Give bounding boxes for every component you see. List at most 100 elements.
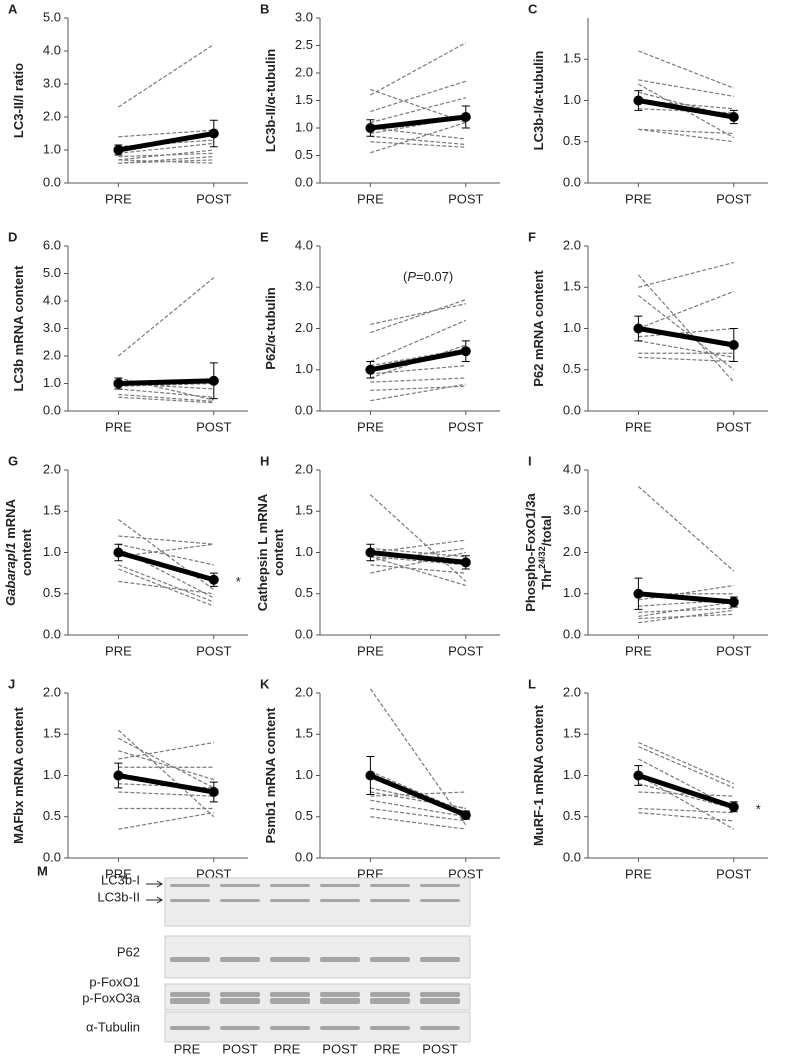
y-tick-label: 1.5 (563, 279, 581, 294)
subject-line (638, 791, 734, 797)
subject-line (118, 543, 214, 558)
x-tick-label: PRE (105, 419, 132, 434)
x-tick-label: PRE (625, 866, 652, 881)
y-tick-label: 2.0 (563, 684, 581, 699)
subject-line (370, 127, 466, 140)
y-axis-label: P62/α-tubulin (263, 287, 278, 369)
y-tick-label: 1.5 (43, 503, 61, 518)
mean-dot (460, 810, 471, 821)
lane-label: PRE (374, 1041, 401, 1056)
y-tick-label: 0.5 (295, 147, 313, 162)
mean-line (117, 773, 215, 795)
lane-label: PRE (274, 1041, 301, 1056)
y-tick-label: 0.0 (295, 174, 313, 189)
blot-band (170, 899, 210, 902)
panel-label: K (260, 676, 270, 691)
blot-band (370, 957, 410, 962)
text-segment: ( (403, 269, 408, 284)
subject-line (638, 486, 735, 572)
y-tick-label: 0.0 (563, 849, 581, 864)
y-tick-label: 1.5 (295, 92, 313, 107)
x-tick-label: PRE (357, 419, 384, 434)
blot-arrow (146, 896, 163, 904)
y-tick-label: 1.0 (563, 320, 581, 335)
mean-line (370, 114, 467, 131)
blot-band (420, 957, 460, 962)
blot-band (220, 998, 260, 1004)
mean-line (369, 773, 467, 818)
y-tick-label: 0.0 (295, 626, 313, 641)
y-tick-label: 2.0 (295, 684, 313, 699)
text-segment: Phospho-FoxO1/3a (523, 493, 538, 612)
subject-line (118, 396, 214, 404)
panel-label: A (8, 1, 18, 16)
text-segment: P (407, 269, 416, 284)
y-tick-label: 1.5 (43, 726, 61, 741)
mean-dot (728, 597, 739, 607)
blot-band (420, 884, 460, 887)
x-tick-label: PRE (625, 419, 652, 434)
x-tick-label: PRE (357, 643, 384, 658)
y-tick-label: 1.0 (295, 767, 313, 782)
y-tick-label: 4.0 (43, 292, 61, 307)
subject-line (638, 79, 734, 97)
subject-line (370, 299, 466, 334)
y-tick-label: 2.0 (43, 461, 61, 476)
y-tick-label: 1.0 (43, 375, 61, 390)
subject-line (370, 807, 466, 822)
subject-line (638, 601, 734, 618)
y-axis-label: Gabarapl1 mRNA (3, 498, 18, 606)
subject-line (370, 385, 466, 391)
subject-line (118, 580, 214, 595)
text-segment: MAFbx mRNA content (11, 706, 26, 843)
y-tick-label: 3.0 (295, 9, 313, 24)
mean-line (117, 131, 215, 153)
mean-line (370, 550, 467, 565)
y-tick-label: 1.0 (295, 119, 313, 134)
blot-arrow (146, 880, 163, 888)
subject-line (118, 741, 214, 760)
blot-band (420, 992, 460, 997)
y-tick-label: 1.0 (563, 92, 581, 107)
y-tick-label: 0.0 (563, 626, 581, 641)
y-tick-label: 4.0 (563, 461, 581, 476)
mean-dot (460, 112, 471, 122)
mean-dot (208, 787, 219, 797)
mean-line (369, 348, 467, 373)
subject-line (118, 388, 214, 398)
y-tick-label: 3.0 (43, 75, 61, 90)
x-tick-label: POST (448, 191, 483, 206)
mean-dot (633, 770, 644, 781)
subject-line (638, 609, 734, 624)
panel-label: C (528, 1, 538, 16)
blot-band (220, 1026, 260, 1030)
subject-line (370, 791, 466, 810)
mean-dot (728, 112, 739, 122)
blot-band (270, 998, 310, 1004)
text-segment: LC3b-I/α-tubulin (531, 51, 546, 151)
significance-note: * (236, 574, 241, 589)
blot-box (164, 1011, 471, 1043)
subject-line (638, 807, 734, 814)
panel-label: D (8, 229, 17, 244)
subject-line (638, 613, 734, 620)
subject-line (638, 746, 735, 789)
subject-line (118, 142, 214, 154)
blot-band (320, 899, 360, 902)
blot-band (320, 992, 360, 997)
mean-dot (365, 770, 376, 781)
subject-line (369, 494, 467, 582)
y-axis-label: Phospho-FoxO1/3a (523, 493, 538, 612)
blot-band (370, 992, 410, 997)
subject-line (370, 770, 467, 814)
mean-line (637, 98, 735, 120)
subject-line (638, 356, 734, 363)
y-tick-label: 0.5 (563, 361, 581, 376)
blot-box (164, 877, 471, 927)
mean-line (117, 550, 215, 583)
y-axis-label: Cathepsin L mRNA (255, 493, 270, 611)
mean-dot (633, 95, 644, 106)
x-tick-label: POST (196, 643, 231, 658)
panel-label: G (8, 453, 18, 468)
mean-dot (113, 547, 124, 558)
